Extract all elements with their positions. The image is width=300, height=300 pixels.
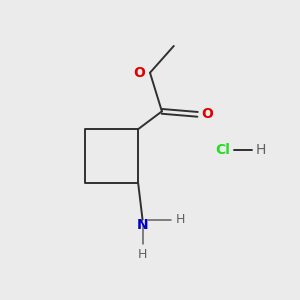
Text: H: H: [256, 143, 266, 157]
Text: Cl: Cl: [215, 143, 230, 157]
Text: H: H: [138, 248, 147, 261]
Text: O: O: [202, 107, 214, 121]
Text: N: N: [137, 218, 148, 233]
Text: O: O: [133, 66, 145, 80]
Text: H: H: [175, 213, 184, 226]
